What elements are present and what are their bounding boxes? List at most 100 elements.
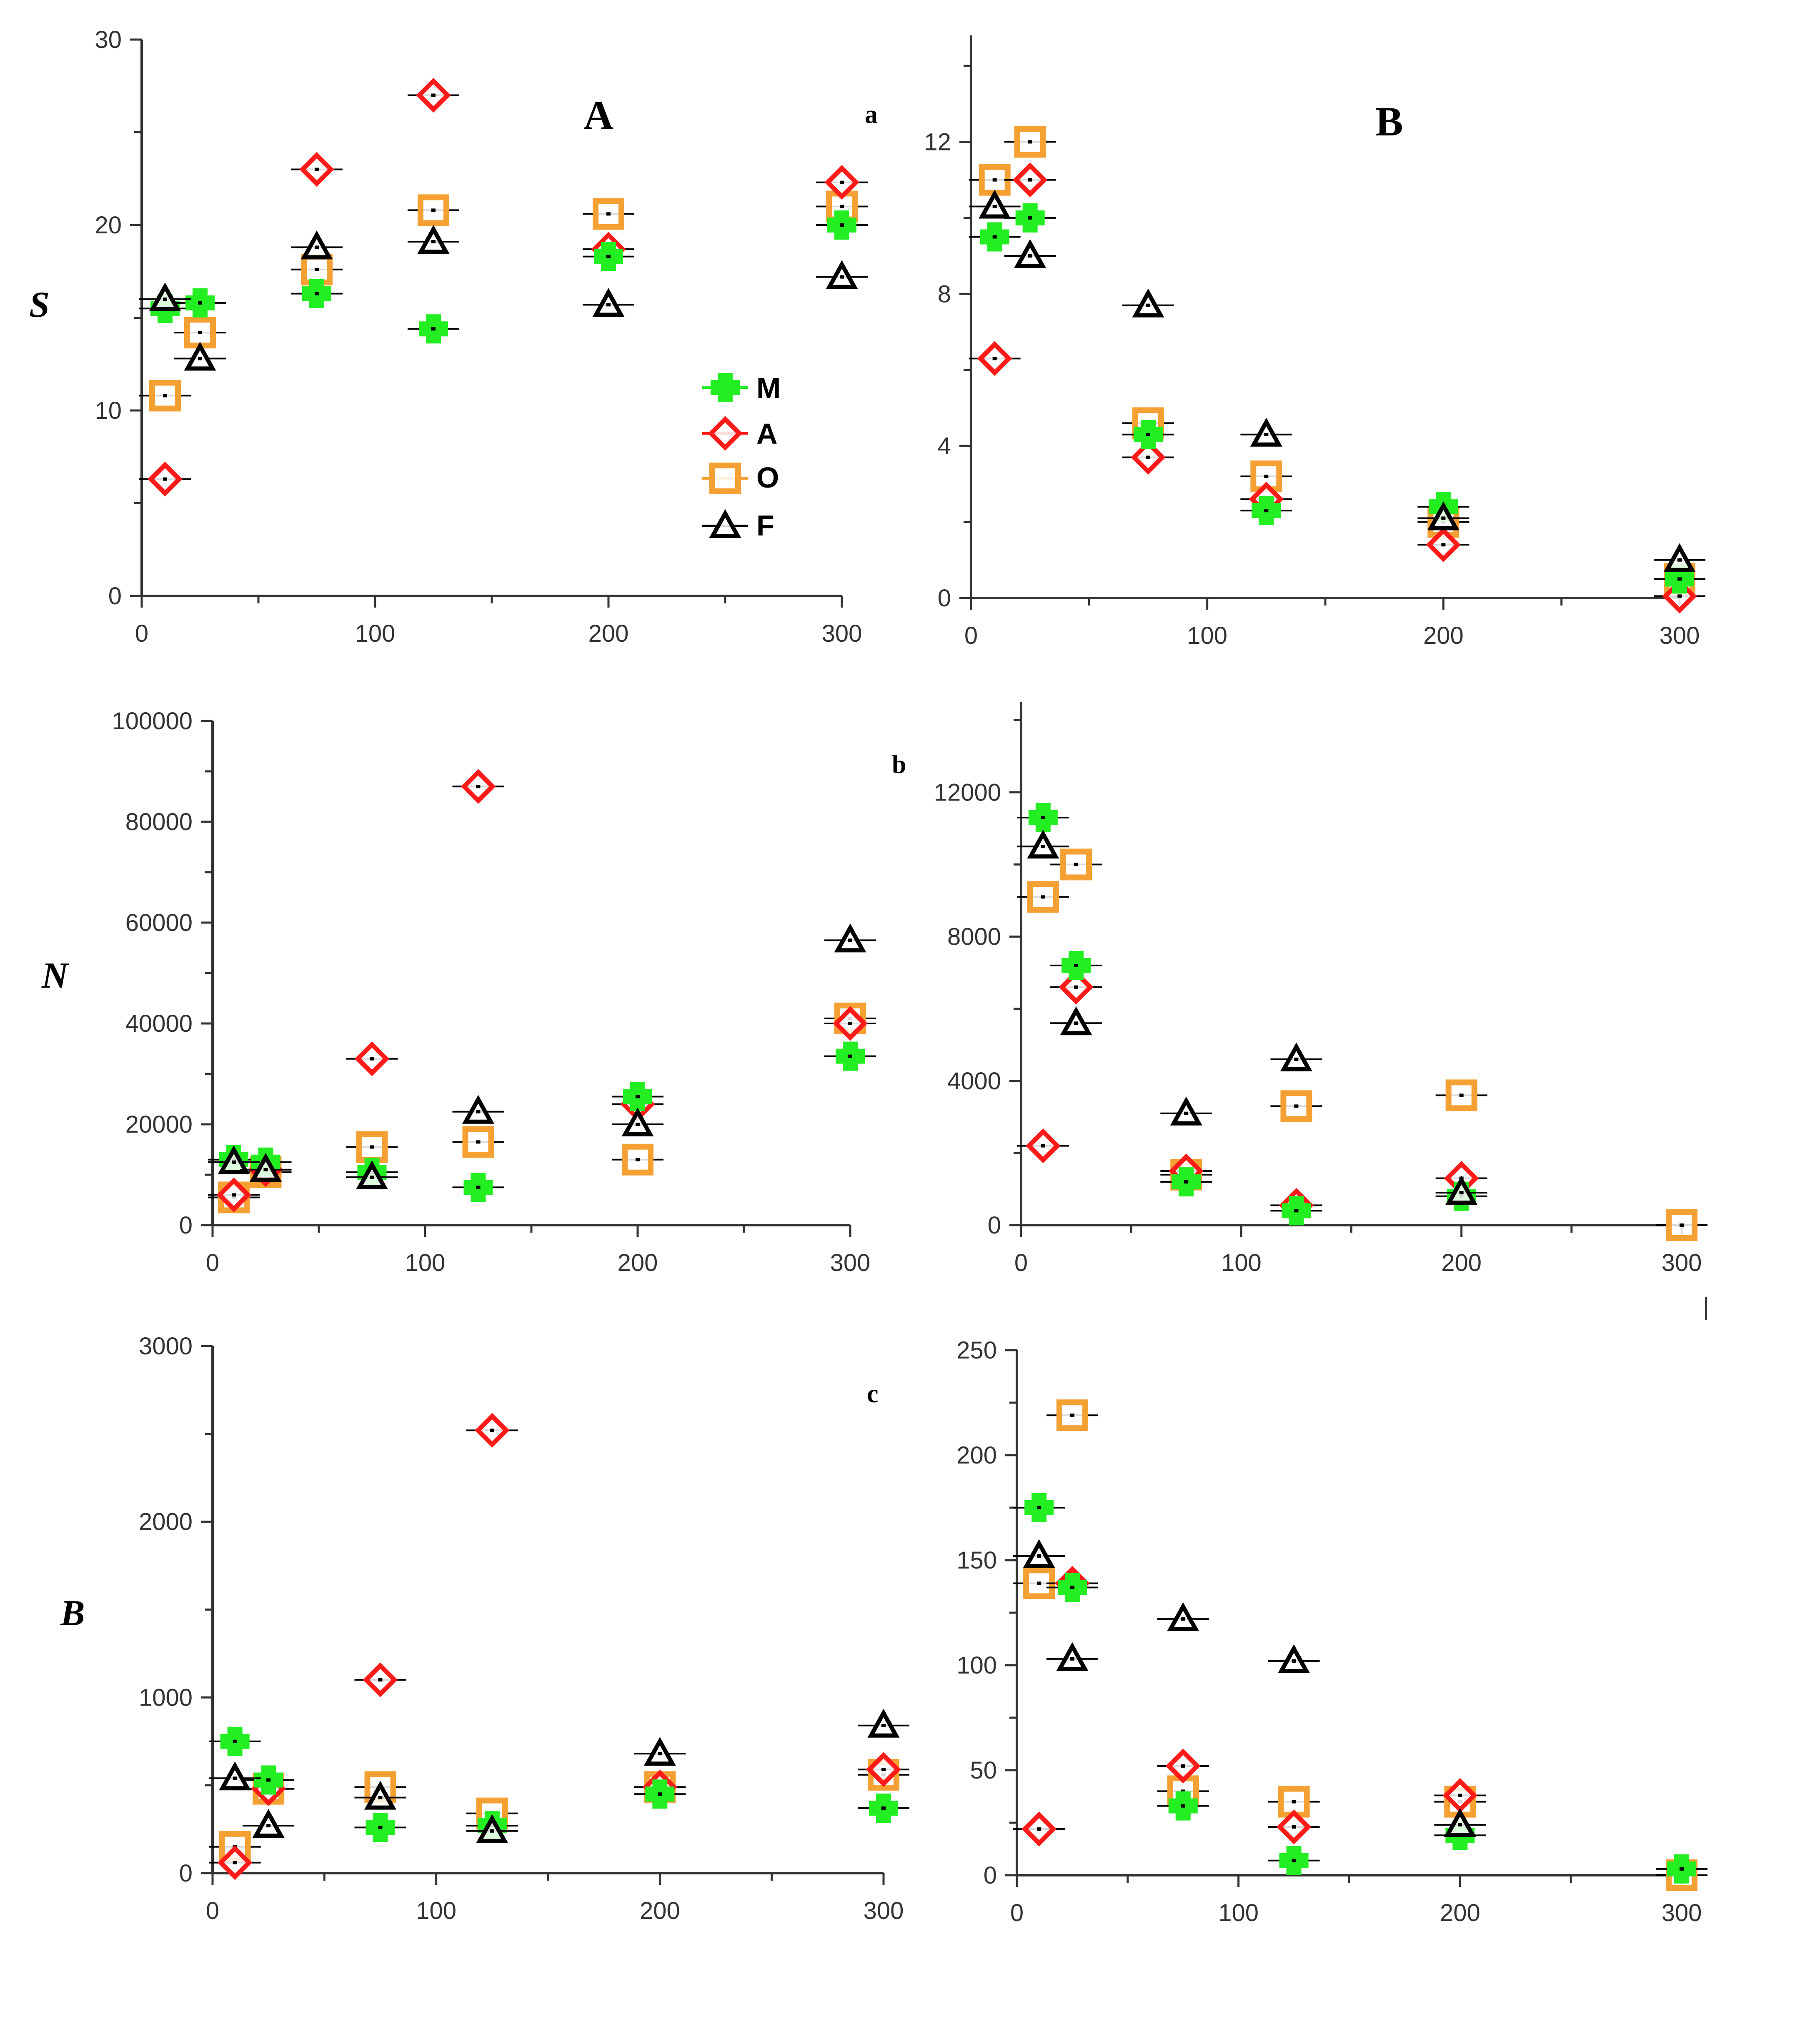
point-F-300 xyxy=(816,260,868,289)
point-M-125-center xyxy=(1294,1209,1299,1213)
point-A-300-center xyxy=(1677,594,1682,598)
y-tick-label-20: 20 xyxy=(95,212,122,239)
point-F-25 xyxy=(243,1809,295,1838)
point-A-10-center xyxy=(992,357,997,360)
legend: M A O F xyxy=(702,372,781,542)
point-F-25-center xyxy=(1070,1657,1074,1661)
y-tick-label-0: 0 xyxy=(179,1860,193,1887)
point-F-25 xyxy=(1050,1006,1102,1036)
point-M-25-center xyxy=(1028,216,1032,220)
point-M-125 xyxy=(452,1173,504,1202)
y-tick-label-30: 30 xyxy=(95,26,122,53)
point-F-75-center xyxy=(1146,303,1150,307)
point-O-25 xyxy=(1004,126,1056,158)
panel-n-total: N 0 100 200 300 0 20000 40000 60000 80000 100000 xyxy=(41,708,876,1276)
point-F-25 xyxy=(1046,1642,1098,1671)
point-F-75-center xyxy=(370,1176,374,1179)
point-F-125 xyxy=(1240,418,1292,447)
point-M-200-center xyxy=(658,1792,662,1796)
point-A-10 xyxy=(139,461,191,497)
x-tick-label-0: 0 xyxy=(206,1249,219,1276)
point-M-75 xyxy=(1157,1791,1209,1821)
point-F-200 xyxy=(612,1107,663,1136)
point-F-125 xyxy=(452,1095,504,1124)
panel-b-deep: c 0 100 200 300 0 50 100 150 200 250 xyxy=(867,1337,1707,1926)
x-tick-label-100: 100 xyxy=(416,1897,456,1924)
point-O-25-center xyxy=(1070,1414,1074,1417)
point-M-25-center xyxy=(1074,963,1079,967)
point-O-200-center xyxy=(1459,1093,1464,1097)
point-F-125-center xyxy=(431,240,436,244)
y-tick-label-250: 250 xyxy=(956,1337,997,1364)
point-O-300-center xyxy=(840,205,844,208)
y-axis-label-B: B xyxy=(60,1593,85,1634)
point-F-25-center xyxy=(266,1824,271,1828)
legend-marker-O xyxy=(709,463,741,494)
point-M-25-center xyxy=(1070,1586,1074,1589)
point-F-200 xyxy=(634,1736,686,1766)
y-tick-label-0: 0 xyxy=(108,583,122,610)
point-F-10 xyxy=(208,1145,260,1174)
point-M-125 xyxy=(1270,1196,1322,1226)
point-O-125 xyxy=(1270,1090,1322,1122)
point-F-25-center xyxy=(263,1168,268,1171)
point-F-75 xyxy=(1122,288,1174,318)
point-A-75 xyxy=(1122,440,1174,475)
point-F-10-center xyxy=(232,1160,236,1164)
y-tick-label-60000: 60000 xyxy=(125,909,193,936)
point-F-300-center xyxy=(1677,558,1682,562)
x-tick-label-100: 100 xyxy=(405,1249,446,1276)
point-F-25-center xyxy=(1028,254,1032,258)
plot-area-b-deep: 0 100 200 300 0 50 100 150 200 250 xyxy=(956,1337,1707,1926)
point-F-200-center xyxy=(1459,1191,1464,1195)
point-F-200 xyxy=(1417,501,1470,530)
point-O-125-center xyxy=(1292,1800,1296,1804)
point-A-300 xyxy=(816,165,868,200)
point-M-200-center xyxy=(606,255,611,258)
point-A-300-center xyxy=(881,1768,886,1771)
point-A-25 xyxy=(1004,162,1056,198)
point-O-75-center xyxy=(1181,1789,1185,1793)
point-M-10-center xyxy=(992,235,997,239)
point-F-125 xyxy=(408,225,459,254)
point-A-125 xyxy=(1268,1809,1320,1844)
plot-area-n-total: 0 100 200 300 0 20000 40000 60000 80000 100000 xyxy=(112,708,876,1276)
point-F-125 xyxy=(1270,1042,1322,1071)
point-O-25 xyxy=(174,317,226,349)
point-A-10 xyxy=(209,1845,261,1880)
y-tick-label-8: 8 xyxy=(938,280,951,308)
x-tick-label-200: 200 xyxy=(640,1897,680,1924)
point-A-10-center xyxy=(163,477,167,481)
y-tick-label-0: 0 xyxy=(984,1862,997,1889)
x-tick-label-200: 200 xyxy=(1423,622,1464,649)
point-A-10-center xyxy=(232,1193,236,1197)
point-A-10 xyxy=(969,341,1021,376)
y-tick-label-10: 10 xyxy=(95,397,122,424)
point-M-125 xyxy=(408,314,459,344)
point-O-10 xyxy=(139,380,191,412)
point-M-75-center xyxy=(1146,433,1150,436)
x-tick-label-200: 200 xyxy=(588,620,629,647)
point-O-125-center xyxy=(431,208,436,212)
panel-label-B: B xyxy=(1375,98,1403,145)
panel-n-deep: b | 0 100 200 300 0 4000 8000 12000 xyxy=(892,702,1709,1320)
y-tick-label-1000: 1000 xyxy=(139,1684,193,1711)
point-A-75-center xyxy=(1181,1764,1185,1768)
point-O-125 xyxy=(408,194,459,226)
y-tick-label-200: 200 xyxy=(956,1442,997,1469)
point-F-75 xyxy=(1160,1096,1212,1126)
y-tick-label-12000: 12000 xyxy=(934,779,1001,806)
x-tick-label-200: 200 xyxy=(1441,1249,1482,1276)
x-tick-label-0: 0 xyxy=(1010,1899,1024,1926)
y-tick-label-0: 0 xyxy=(179,1212,193,1239)
panel-s-deep: B a 0 100 200 300 0 4 8 12 xyxy=(865,35,1705,649)
legend-marker-A xyxy=(708,416,743,451)
x-tick-label-100: 100 xyxy=(1221,1249,1262,1276)
point-A-200 xyxy=(1417,527,1470,563)
point-F-75 xyxy=(354,1781,406,1810)
point-M-300-center xyxy=(881,1806,886,1810)
panel-label-A: A xyxy=(583,92,613,138)
point-F-75-center xyxy=(1181,1617,1185,1621)
point-A-75-center xyxy=(378,1678,383,1682)
